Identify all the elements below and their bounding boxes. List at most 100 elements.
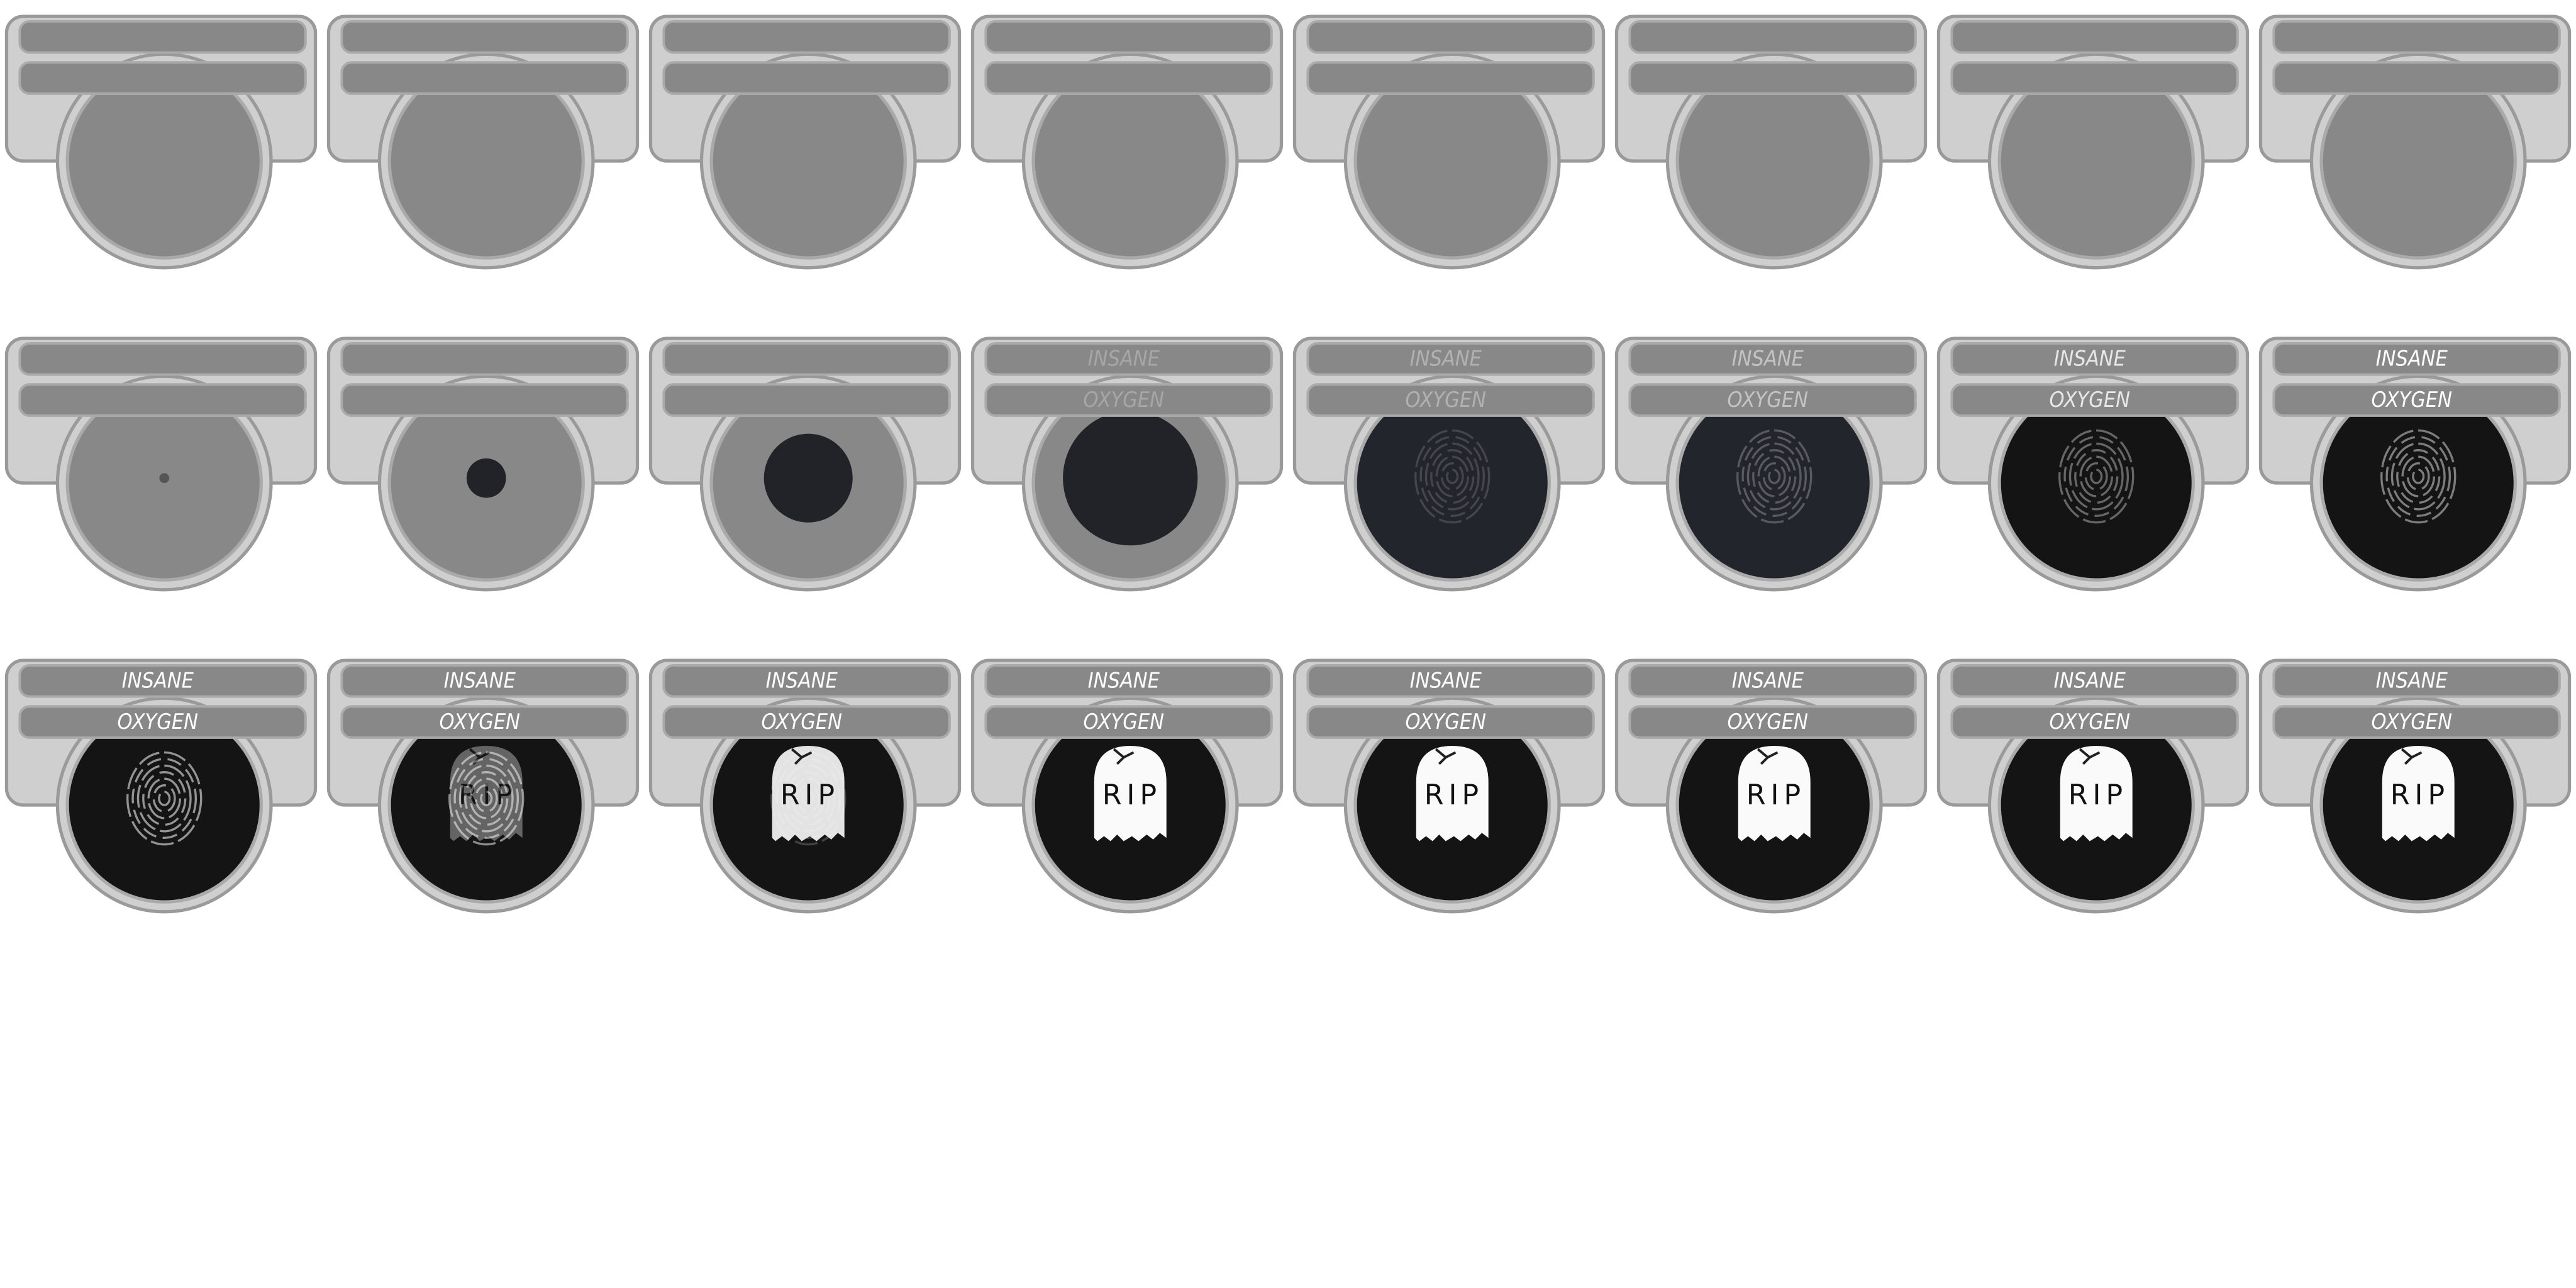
tombstone-text: RIP xyxy=(780,779,840,811)
bottom-bar xyxy=(2272,705,2561,739)
tombstone-crack xyxy=(791,748,813,765)
top-label: INSANE xyxy=(1732,347,1804,372)
bottom-bar xyxy=(18,61,307,95)
bottom-bar xyxy=(1628,383,1917,417)
bottom-bar xyxy=(1950,383,2239,417)
bottom-bar xyxy=(1306,705,1595,739)
top-bar xyxy=(18,19,307,54)
frame xyxy=(1292,14,1606,270)
fingerprint-ridge xyxy=(453,758,519,839)
frame: RIP INSANE OXYGEN xyxy=(2258,658,2572,914)
bottom-bar xyxy=(662,61,951,95)
frame xyxy=(648,14,962,270)
fingerprint-ridge xyxy=(464,771,509,826)
fingerprint-ridge xyxy=(126,751,203,846)
bottom-bar xyxy=(1306,61,1595,95)
tombstone: RIP xyxy=(1738,745,1811,841)
frame xyxy=(326,336,640,592)
fingerprint-ridge xyxy=(2058,429,2135,524)
frame xyxy=(326,14,640,270)
fingerprint-ridge xyxy=(158,791,171,806)
top-bar xyxy=(662,19,951,54)
fingerprint xyxy=(448,751,525,846)
bottom-bar xyxy=(984,61,1273,95)
top-bar xyxy=(18,341,307,376)
tombstone-body xyxy=(1094,745,1167,841)
frame: INSANE OXYGEN xyxy=(1292,336,1606,592)
top-bar xyxy=(984,341,1273,376)
top-bar xyxy=(340,341,629,376)
fingerprint-ridge xyxy=(1736,429,1813,524)
top-label: INSANE xyxy=(1732,669,1804,694)
fingerprint-ridge xyxy=(2401,455,2436,497)
bottom-label: OXYGEN xyxy=(2050,709,2131,735)
fingerprint-ridge xyxy=(1762,462,1786,491)
fingerprint-ridge xyxy=(2090,469,2103,484)
top-label: INSANE xyxy=(2054,347,2126,372)
tombstone-crack xyxy=(469,748,491,765)
frame: RIP INSANE OXYGEN xyxy=(1292,658,1606,914)
tombstone: RIP xyxy=(450,745,523,841)
frame: INSANE OXYGEN xyxy=(970,336,1284,592)
frame xyxy=(1614,14,1928,270)
top-bar xyxy=(1950,663,2239,698)
fingerprint-ridge xyxy=(2074,449,2119,504)
fingerprint xyxy=(1414,429,1491,524)
frame xyxy=(648,336,962,592)
tombstone-crack xyxy=(1757,748,1779,765)
top-bar xyxy=(340,663,629,698)
fingerprint-ridge xyxy=(2084,462,2108,491)
bottom-label: OXYGEN xyxy=(1084,709,1165,735)
top-label: INSANE xyxy=(2054,669,2126,694)
frame: INSANE OXYGEN xyxy=(4,658,318,914)
top-label: INSANE xyxy=(1088,669,1160,694)
tombstone-crack xyxy=(1435,748,1457,765)
top-bar xyxy=(2272,19,2561,54)
top-bar xyxy=(1306,663,1595,698)
tombstone-body xyxy=(1416,745,1489,841)
bottom-bar xyxy=(340,383,629,417)
fingerprint-ridge xyxy=(2406,462,2430,491)
bottom-label: OXYGEN xyxy=(440,709,521,735)
top-label: INSANE xyxy=(1410,669,1482,694)
frame: RIP INSANE OXYGEN xyxy=(970,658,1284,914)
top-bar xyxy=(2272,341,2561,376)
tombstone-crack xyxy=(2401,748,2423,765)
tombstone-crack xyxy=(2079,748,2101,765)
tombstone-text: RIP xyxy=(2068,779,2128,811)
tombstone-text: RIP xyxy=(458,779,518,811)
frame: INSANE OXYGEN xyxy=(2258,336,2572,592)
top-bar xyxy=(984,19,1273,54)
top-bar xyxy=(662,341,951,376)
fingerprint-ridge xyxy=(2079,455,2114,497)
bottom-bar xyxy=(18,705,307,739)
fingerprint-ridge xyxy=(1741,436,1807,517)
fingerprint-ridge xyxy=(770,751,847,846)
fingerprint xyxy=(2380,429,2457,524)
tombstone-text: RIP xyxy=(2390,779,2450,811)
frame: RIP INSANE OXYGEN xyxy=(326,658,640,914)
tombstone-text: RIP xyxy=(1102,779,1162,811)
frame xyxy=(4,336,318,592)
bottom-bar xyxy=(1950,705,2239,739)
tombstone: RIP xyxy=(2060,745,2133,841)
bottom-bar xyxy=(2272,383,2561,417)
top-label: INSANE xyxy=(1088,347,1160,372)
bottom-label: OXYGEN xyxy=(1728,709,1809,735)
fingerprint-ridge xyxy=(2385,436,2451,517)
fingerprint-ridge xyxy=(469,777,504,819)
fingerprint-ridge xyxy=(136,764,192,833)
bottom-bar xyxy=(1628,61,1917,95)
tombstone: RIP xyxy=(772,745,845,841)
frame xyxy=(970,14,1284,270)
tombstone-body xyxy=(1738,745,1811,841)
fingerprint xyxy=(1736,429,1813,524)
top-label: INSANE xyxy=(2376,347,2448,372)
fingerprint-ridge xyxy=(2396,449,2441,504)
frame: INSANE OXYGEN xyxy=(1936,336,2250,592)
dark-spot xyxy=(763,433,853,523)
bottom-label: OXYGEN xyxy=(1406,387,1487,413)
fingerprint-ridge xyxy=(1446,469,1459,484)
tombstone-text: RIP xyxy=(1746,779,1806,811)
